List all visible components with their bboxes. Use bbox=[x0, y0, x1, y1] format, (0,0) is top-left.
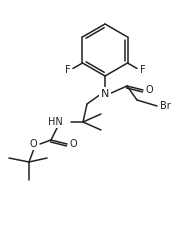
Text: HN: HN bbox=[48, 117, 63, 127]
Text: F: F bbox=[65, 65, 70, 75]
Text: N: N bbox=[101, 89, 109, 99]
Text: O: O bbox=[29, 139, 37, 149]
Text: O: O bbox=[69, 139, 77, 149]
Text: F: F bbox=[140, 65, 146, 75]
Text: O: O bbox=[145, 85, 153, 95]
Text: Br: Br bbox=[160, 101, 170, 111]
